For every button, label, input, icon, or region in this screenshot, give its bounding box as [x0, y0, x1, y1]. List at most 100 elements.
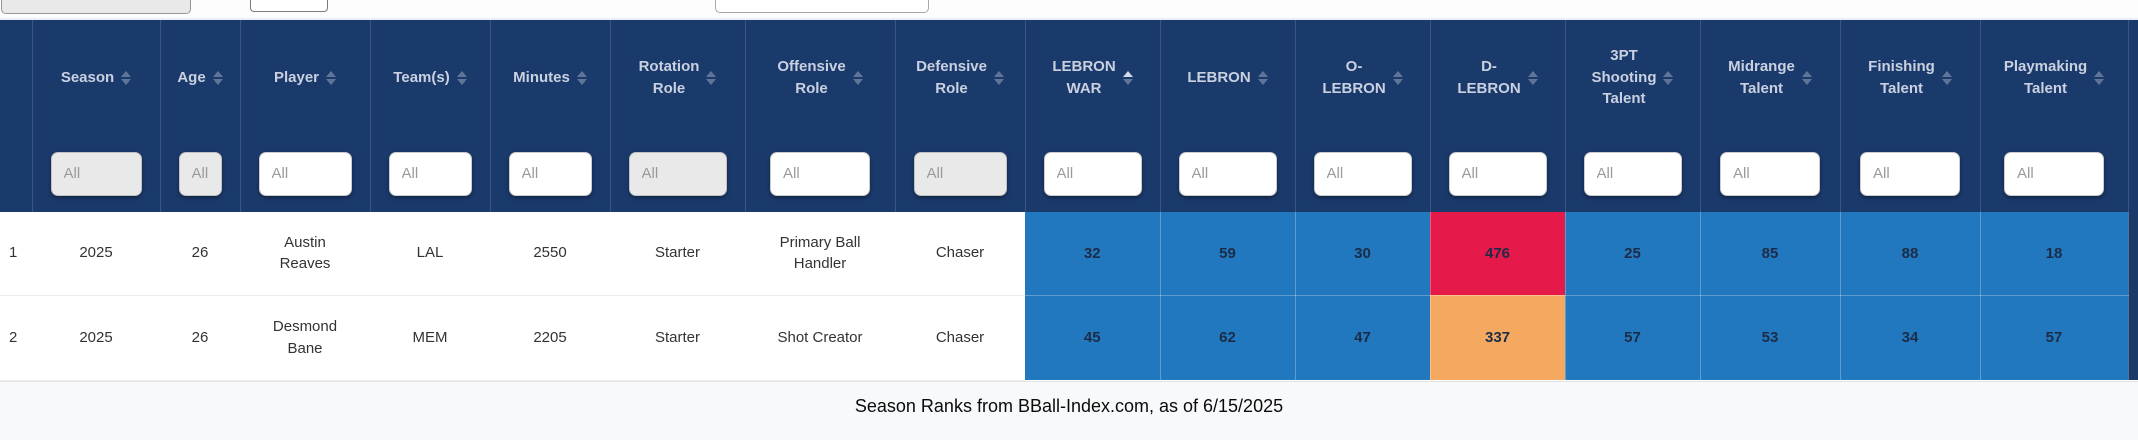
filter-cell-lebron — [1160, 135, 1296, 212]
filter-input-3pt-shooting-talent[interactable] — [1583, 151, 1682, 196]
cell-o-lebron: 47 — [1295, 295, 1431, 381]
column-label: LEBRON WAR — [1052, 57, 1116, 97]
column-header-d-lebron[interactable]: D- LEBRON — [1430, 20, 1566, 135]
stat-value: 25 — [1624, 244, 1641, 262]
filter-input-playmaking-talent[interactable] — [2004, 151, 2104, 196]
cell-playmaking-talent: 18 — [1980, 212, 2129, 296]
search-input[interactable] — [715, 0, 929, 13]
row-index: 2 — [0, 295, 32, 381]
filter-input-player[interactable] — [258, 151, 352, 196]
cell-lebron: 62 — [1160, 295, 1296, 381]
filter-input-offensive-role[interactable] — [770, 151, 870, 196]
cell-defensive-role: Chaser — [895, 212, 1025, 296]
cell-lebron: 59 — [1160, 212, 1296, 296]
column-header-minutes[interactable]: Minutes — [490, 20, 611, 135]
column-label: LEBRON — [1187, 68, 1251, 86]
player-name: Austin Reaves — [279, 233, 331, 273]
cell-finishing-talent: 34 — [1840, 295, 1981, 381]
stat-value: 47 — [1354, 329, 1371, 346]
filter-input-season[interactable] — [50, 151, 142, 196]
filter-input-lebron-war[interactable] — [1043, 151, 1142, 196]
column-header-clipped — [2128, 20, 2138, 135]
column-header-defensive-role[interactable]: Defensive Role — [895, 20, 1026, 135]
filter-input-o-lebron[interactable] — [1313, 151, 1412, 196]
cell-lebron-war: 32 — [1025, 212, 1161, 296]
cell-midrange-talent: 53 — [1700, 295, 1841, 381]
column-header-rotation-role[interactable]: Rotation Role — [610, 20, 746, 135]
filter-cell-midrange-talent — [1700, 135, 1841, 212]
table-caption: Season Ranks from BBall-Index.com, as of… — [854, 395, 1284, 416]
column-header-midrange-talent[interactable]: Midrange Talent — [1700, 20, 1841, 135]
column-header-o-lebron[interactable]: O- LEBRON — [1295, 20, 1431, 135]
filter-row — [0, 135, 2138, 212]
cell-rotation-role: Starter — [610, 295, 745, 381]
cell-d-lebron: 476 — [1430, 212, 1566, 296]
sort-arrows-icon — [1663, 70, 1674, 85]
column-label: O- LEBRON — [1322, 57, 1386, 97]
sort-arrows-icon — [1257, 70, 1268, 85]
column-label: Minutes — [513, 68, 570, 86]
column-header-age[interactable]: Age — [160, 20, 241, 135]
cell-minutes: 2205 — [490, 295, 610, 381]
filter-input-rotation-role[interactable] — [628, 151, 727, 196]
filter-input-minutes[interactable] — [508, 151, 592, 196]
cell-o-lebron: 30 — [1295, 212, 1431, 296]
cell-clipped — [2128, 212, 2138, 295]
filter-input-teams[interactable] — [388, 151, 472, 196]
filter-input-midrange-talent[interactable] — [1720, 151, 1820, 196]
column-label: Finishing Talent — [1868, 57, 1935, 97]
filter-input-age[interactable] — [178, 151, 222, 196]
sort-arrows-icon — [1122, 70, 1133, 85]
cell-minutes: 2550 — [490, 212, 610, 296]
filter-input-defensive-role[interactable] — [913, 151, 1007, 196]
column-header-offensive-role[interactable]: Offensive Role — [745, 20, 896, 135]
offensive-role: Primary Ball Handler — [779, 233, 861, 273]
stat-value: 88 — [1901, 244, 1919, 262]
cutoff-dropdown[interactable] — [1, 0, 191, 14]
top-bar: Search: — [0, 0, 2138, 20]
column-header-player[interactable]: Player — [240, 20, 371, 135]
cell-team: LAL — [370, 212, 490, 296]
column-header-lebron[interactable]: LEBRON — [1160, 20, 1296, 135]
column-header-season[interactable]: Season — [32, 20, 161, 135]
cell-3pt-shooting-talent: 25 — [1565, 212, 1701, 296]
column-label: Midrange Talent — [1728, 57, 1795, 97]
cutoff-input[interactable] — [250, 0, 328, 12]
column-header-finishing-talent[interactable]: Finishing Talent — [1840, 20, 1981, 135]
sort-arrows-icon — [706, 70, 717, 85]
filter-cell-o-lebron — [1295, 135, 1431, 212]
column-header-teams[interactable]: Team(s) — [370, 20, 491, 135]
column-header-lebron-war[interactable]: LEBRON WAR — [1025, 20, 1161, 135]
sort-arrows-icon — [1392, 70, 1403, 85]
stat-value: 85 — [1761, 244, 1779, 262]
stat-value: 45 — [1083, 329, 1101, 346]
column-header-3pt-shooting-talent[interactable]: 3PT Shooting Talent — [1565, 20, 1701, 135]
cell-player: Desmond Bane — [240, 295, 370, 381]
sort-arrows-icon — [2094, 70, 2105, 85]
stat-value: 30 — [1354, 244, 1371, 262]
stat-value: 32 — [1083, 244, 1101, 262]
stat-value: 57 — [1624, 329, 1641, 346]
season-ranks-table: Season Age Player Team(s) Minutes Rotati… — [0, 20, 2138, 381]
search-label: Search: — [638, 0, 690, 4]
stat-value: 476 — [1484, 244, 1511, 262]
cell-age: 26 — [160, 212, 240, 296]
filter-cell-playmaking-talent — [1980, 135, 2129, 212]
filter-cell-index — [0, 135, 33, 212]
filter-input-finishing-talent[interactable] — [1860, 151, 1960, 196]
filter-input-lebron[interactable] — [1178, 151, 1277, 196]
column-label: Team(s) — [393, 68, 450, 86]
cell-clipped — [2128, 295, 2138, 380]
cell-finishing-talent: 88 — [1840, 212, 1981, 296]
cell-3pt-shooting-talent: 57 — [1565, 295, 1701, 381]
column-label: Rotation Role — [638, 57, 700, 97]
filter-cell-clipped — [2128, 135, 2138, 212]
filter-input-d-lebron[interactable] — [1448, 151, 1547, 196]
cell-offensive-role: Primary Ball Handler — [745, 212, 895, 296]
stat-value: 59 — [1219, 244, 1236, 262]
cell-season: 2025 — [32, 212, 160, 296]
filter-cell-minutes — [490, 135, 611, 212]
column-header-playmaking-talent[interactable]: Playmaking Talent — [1980, 20, 2129, 135]
filter-cell-d-lebron — [1430, 135, 1566, 212]
filter-cell-lebron-war — [1025, 135, 1161, 212]
